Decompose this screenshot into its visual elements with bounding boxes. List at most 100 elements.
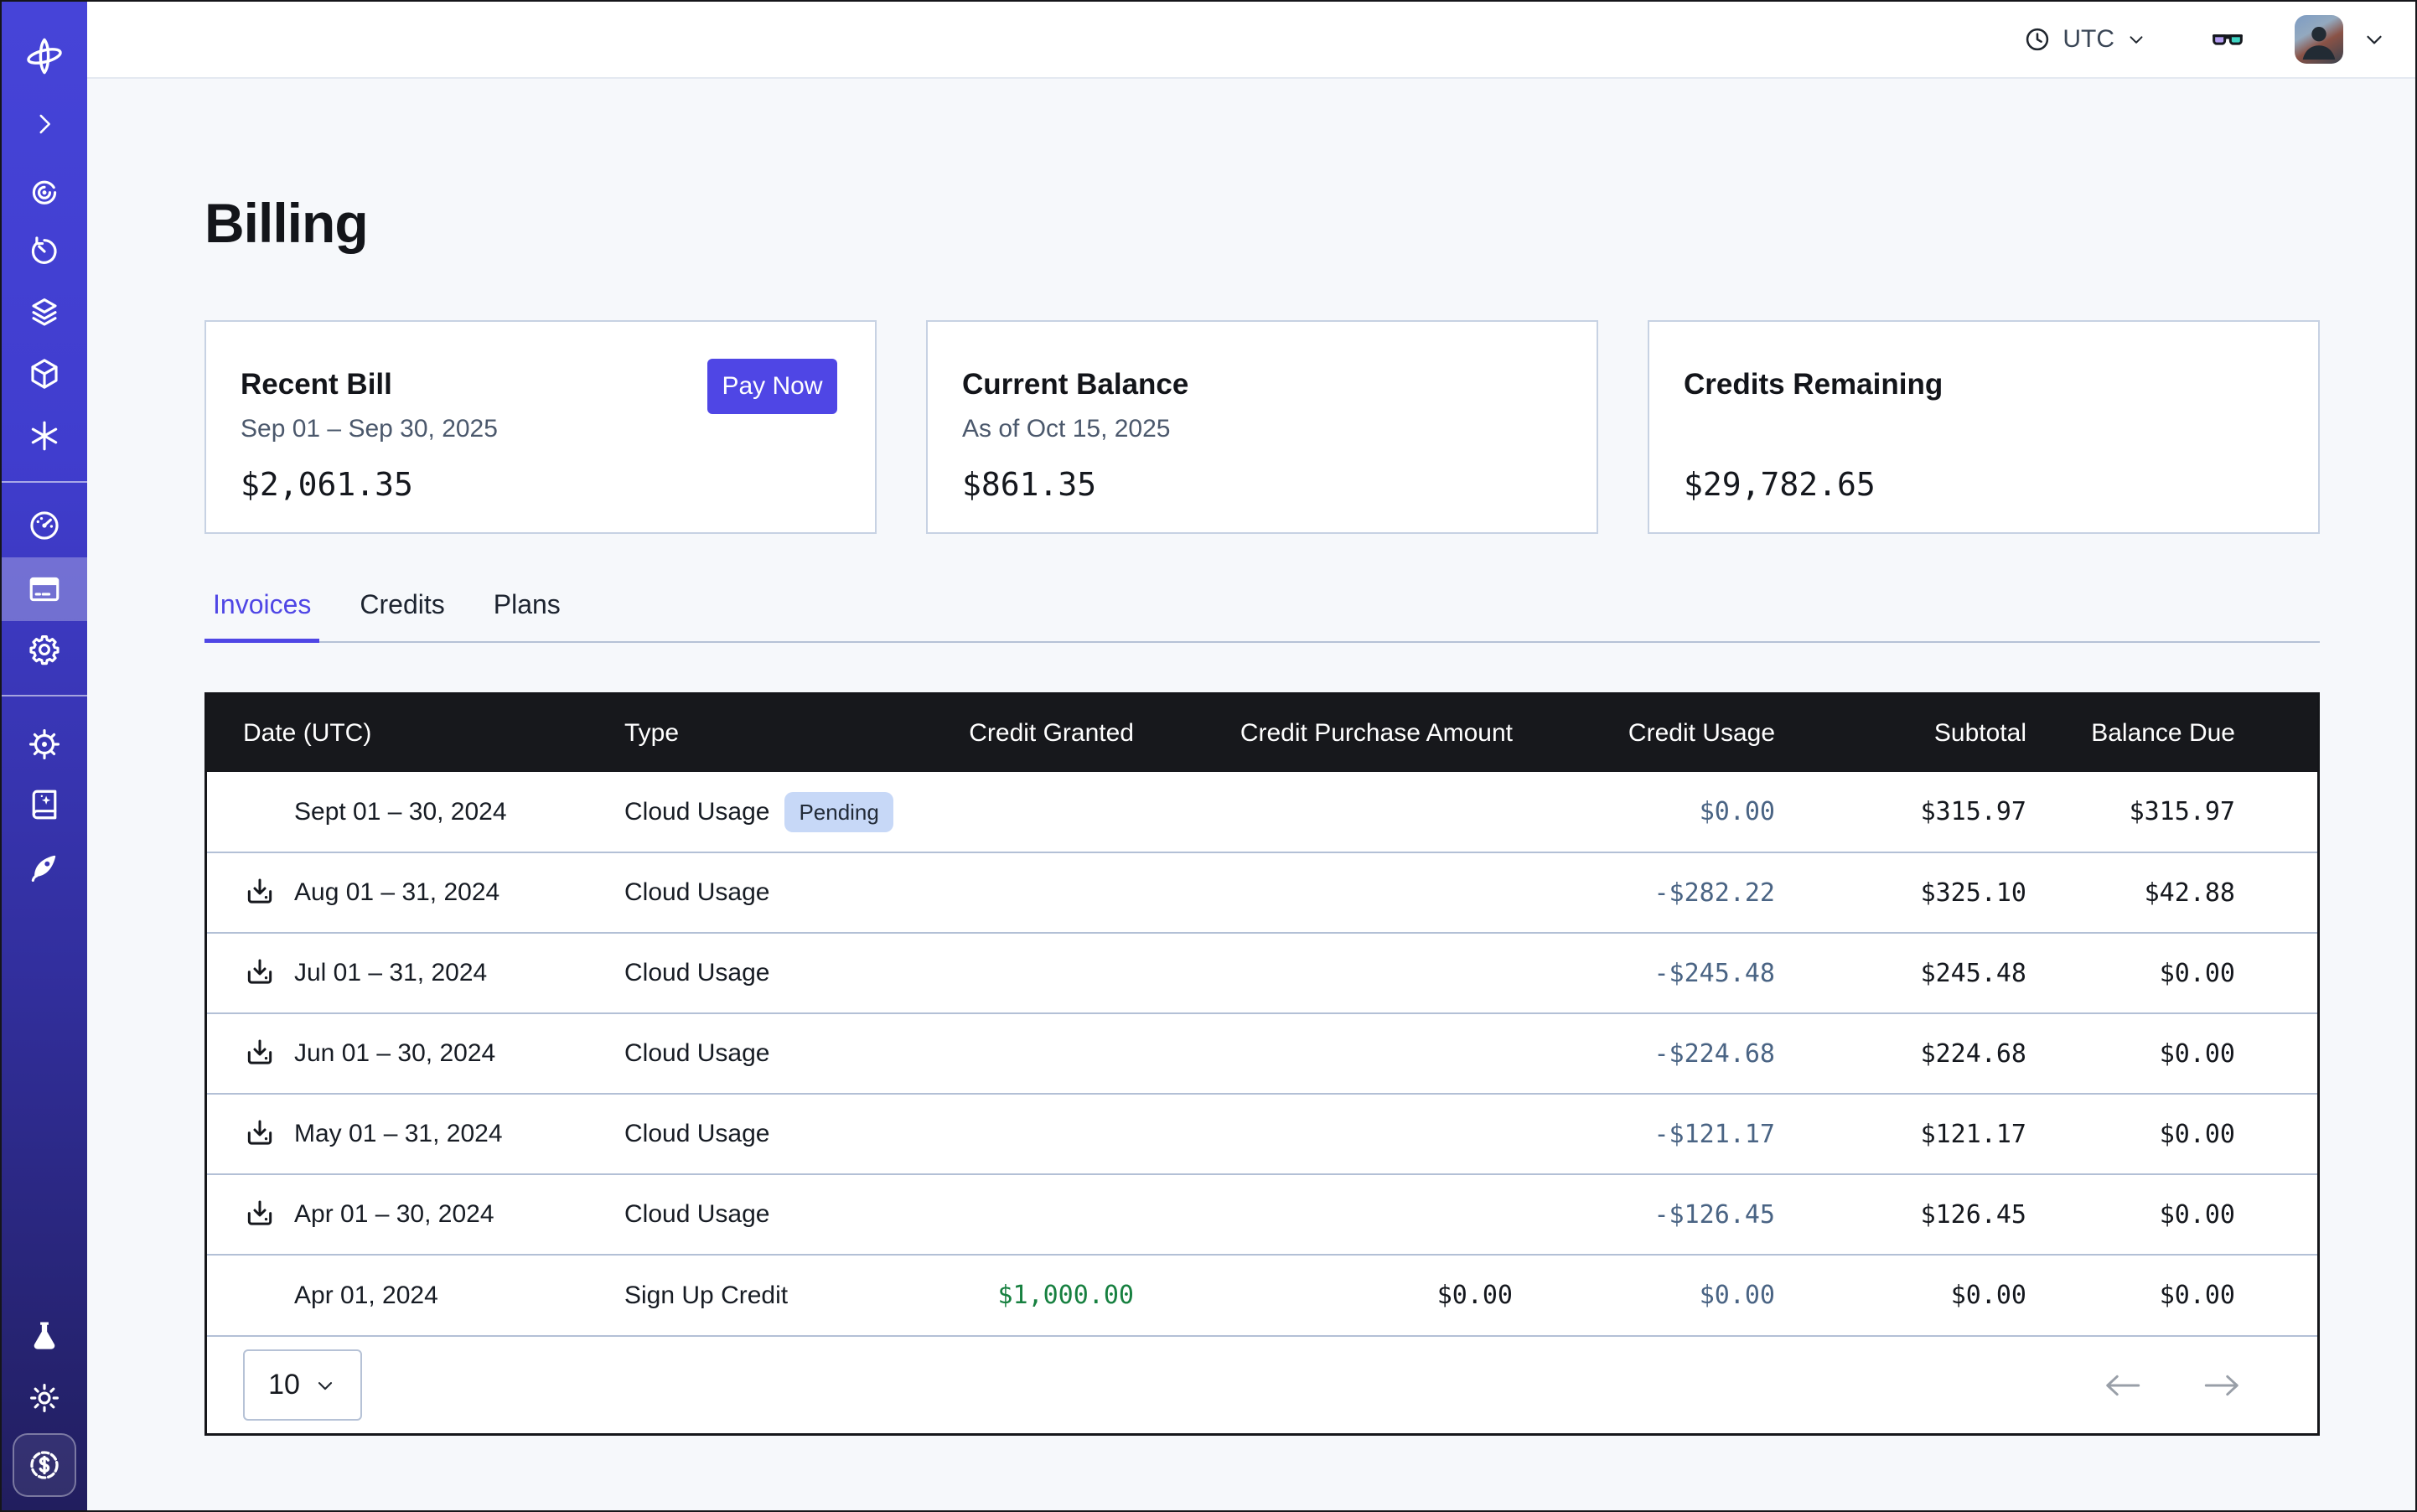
sidebar-item-stacks[interactable] <box>2 281 87 343</box>
recent-bill-card: Recent Bill Sep 01 – Sep 30, 2025 $2,061… <box>204 320 877 534</box>
card-subtitle: As of Oct 15, 2025 <box>962 415 1559 446</box>
reader-mode-button[interactable] <box>2209 23 2246 56</box>
table-row: Apr 01, 2024 Sign Up Credit $1,000.00 $0… <box>207 1255 2317 1335</box>
invoice-type: Cloud Usage <box>624 1039 769 1067</box>
chevron-down-icon <box>313 1374 337 1397</box>
balance-due-value: $0.00 <box>2026 1013 2317 1094</box>
credits-badge-button[interactable] <box>13 1433 76 1497</box>
balance-due-value: $0.00 <box>2026 933 2317 1013</box>
user-menu-button[interactable] <box>2362 27 2387 52</box>
sidebar-item-theme-toggle[interactable] <box>2 1367 87 1429</box>
sidebar-item-services[interactable] <box>2 405 87 467</box>
sidebar-item-labs[interactable] <box>2 1305 87 1367</box>
flask-icon <box>27 1318 62 1354</box>
balance-due-value: $0.00 <box>2026 1174 2317 1255</box>
credit-granted-value <box>933 772 1134 852</box>
invoice-date: Apr 01 – 30, 2024 <box>294 1200 494 1228</box>
table-row: Jun 01 – 30, 2024 Cloud Usage -$224.68 $… <box>207 1013 2317 1094</box>
next-page-button[interactable] <box>2203 1371 2242 1400</box>
invoice-date: Jun 01 – 30, 2024 <box>294 1039 495 1067</box>
main-area: UTC <box>87 2 2415 1510</box>
download-icon <box>243 876 277 909</box>
sidebar <box>2 2 87 1510</box>
previous-page-button[interactable] <box>2103 1371 2141 1400</box>
sidebar-item-resources[interactable] <box>2 343 87 405</box>
history-icon <box>27 234 62 269</box>
credit-purchase-value <box>1134 852 1513 933</box>
credit-purchase-value <box>1134 933 1513 1013</box>
card-subtitle: Sep 01 – Sep 30, 2025 <box>241 415 837 446</box>
balance-due-value: $315.97 <box>2026 772 2317 852</box>
credit-usage-value: -$126.45 <box>1513 1174 1775 1255</box>
sidebar-collapse-toggle[interactable] <box>2 93 87 155</box>
credits-remaining-card: Credits Remaining $29,782.65 <box>1648 320 2320 534</box>
column-header: Credit Purchase Amount <box>1134 695 1513 772</box>
timezone-label: UTC <box>2062 25 2114 54</box>
seal-dollar-icon <box>26 1447 63 1484</box>
tab-credits[interactable]: Credits <box>351 589 453 643</box>
sidebar-item-settings[interactable] <box>2 619 87 681</box>
invoice-date: Aug 01 – 31, 2024 <box>294 878 499 906</box>
billing-tabs: Invoices Credits Plans <box>204 589 2320 643</box>
column-header: Balance Due <box>2026 695 2317 772</box>
subtotal-value: $325.10 <box>1775 852 2026 933</box>
avatar[interactable] <box>2295 15 2343 64</box>
invoice-type: Cloud Usage <box>624 798 769 826</box>
topbar: UTC <box>87 2 2415 79</box>
chevron-down-icon <box>2125 28 2147 50</box>
subtotal-value: $224.68 <box>1775 1013 2026 1094</box>
tab-invoices[interactable]: Invoices <box>204 589 319 643</box>
table-header-row: Date (UTC)TypeCredit GrantedCredit Purch… <box>207 695 2317 772</box>
column-header: Credit Usage <box>1513 695 1775 772</box>
page-title: Billing <box>204 191 2320 255</box>
download-invoice-button[interactable] <box>243 876 277 909</box>
credit-granted-value <box>933 852 1134 933</box>
card-amount: $2,061.35 <box>241 466 837 503</box>
column-header: Type <box>624 695 933 772</box>
rocket-icon <box>27 849 62 884</box>
download-invoice-button[interactable] <box>243 1198 277 1231</box>
gauge-icon <box>27 508 62 543</box>
subtotal-value: $121.17 <box>1775 1094 2026 1174</box>
download-invoice-button[interactable] <box>243 1037 277 1070</box>
invoice-table-body: Sept 01 – 30, 2024 Cloud UsagePending $0… <box>207 772 2317 1335</box>
download-invoice-button[interactable] <box>243 1117 277 1151</box>
tab-plans[interactable]: Plans <box>485 589 569 643</box>
logo-orbit-icon <box>25 37 64 75</box>
sidebar-item-admin[interactable] <box>2 713 87 775</box>
balance-due-value: $0.00 <box>2026 1094 2317 1174</box>
sidebar-item-monitor[interactable] <box>2 160 87 222</box>
timezone-selector[interactable]: UTC <box>2023 25 2147 54</box>
sidebar-item-usage[interactable] <box>2 495 87 557</box>
invoice-type: Sign Up Credit <box>624 1282 788 1309</box>
sidebar-divider <box>2 481 87 483</box>
chevron-right-icon <box>30 110 59 138</box>
card-title: Credits Remaining <box>1684 368 2280 401</box>
current-balance-card: Current Balance As of Oct 15, 2025 $861.… <box>926 320 1598 534</box>
credit-usage-value: -$282.22 <box>1513 852 1775 933</box>
stack-icon <box>27 294 62 329</box>
sidebar-item-billing[interactable] <box>2 557 87 621</box>
table-row: Jul 01 – 31, 2024 Cloud Usage -$245.48 $… <box>207 933 2317 1013</box>
credit-purchase-value <box>1134 772 1513 852</box>
sidebar-divider <box>2 695 87 696</box>
pay-now-button[interactable]: Pay Now <box>707 359 837 414</box>
sidebar-item-history[interactable] <box>2 220 87 282</box>
page-size-select[interactable]: 10 <box>243 1349 362 1421</box>
invoice-date: Apr 01, 2024 <box>294 1282 438 1309</box>
sidebar-item-docs[interactable] <box>2 774 87 836</box>
summary-cards: Recent Bill Sep 01 – Sep 30, 2025 $2,061… <box>204 320 2320 534</box>
download-icon <box>243 1198 277 1231</box>
credit-card-icon <box>27 572 62 607</box>
invoice-type: Cloud Usage <box>624 959 769 986</box>
download-invoice-button[interactable] <box>243 956 277 990</box>
arrow-right-icon <box>2203 1371 2242 1400</box>
sidebar-item-getting-started[interactable] <box>2 836 87 898</box>
content: Billing Recent Bill Sep 01 – Sep 30, 202… <box>87 79 2415 1436</box>
page-size-value: 10 <box>268 1369 300 1401</box>
app-logo[interactable] <box>2 25 87 87</box>
helm-icon <box>27 727 62 762</box>
credit-purchase-value <box>1134 1174 1513 1255</box>
sun-icon <box>27 1380 62 1416</box>
invoice-type: Cloud Usage <box>624 1120 769 1147</box>
